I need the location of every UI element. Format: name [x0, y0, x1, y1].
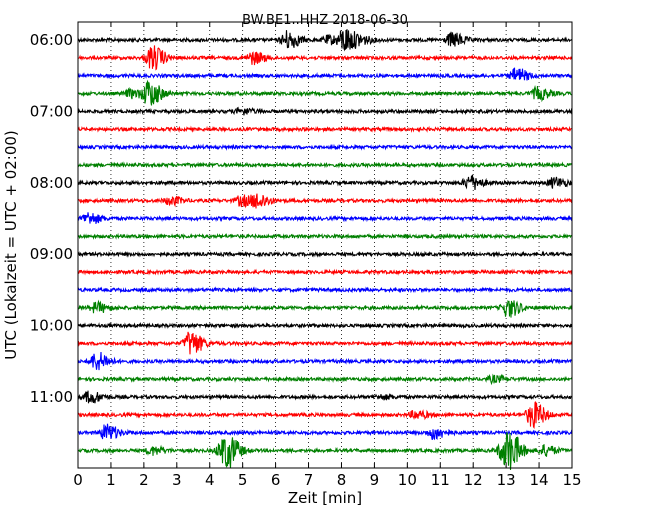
trace-0745: [77, 161, 573, 169]
x-tick-label: 14: [530, 471, 549, 489]
trace-0830: [77, 212, 573, 224]
x-tick-label: 10: [398, 471, 417, 489]
trace-1100: [77, 390, 573, 404]
trace-0615: [77, 45, 573, 71]
y-tick-label: 08:00: [30, 174, 73, 192]
x-tick-label: 2: [139, 471, 149, 489]
trace-0845: [77, 232, 573, 240]
trace-0715: [77, 125, 573, 133]
trace-0915: [77, 268, 573, 276]
trace-0700: [77, 106, 573, 116]
x-tick-label: 15: [562, 471, 581, 489]
seismic-traces: [77, 29, 573, 470]
trace-1145: [77, 432, 573, 470]
y-tick-label: 10:00: [30, 317, 73, 335]
x-tick-label: 12: [464, 471, 483, 489]
trace-0645: [77, 79, 573, 106]
chart-title: BW.BE1..HHZ 2018-06-30: [242, 13, 408, 28]
grid-lines: [110, 22, 540, 468]
x-tick-label: 13: [497, 471, 516, 489]
x-tick-label: 7: [304, 471, 314, 489]
trace-0945: [77, 299, 573, 318]
trace-1030: [77, 352, 573, 371]
x-tick-label: 1: [106, 471, 116, 489]
trace-0900: [77, 250, 573, 258]
trace-0800: [77, 174, 573, 190]
plot-frame: [77, 21, 573, 469]
x-tick-label: 4: [205, 471, 215, 489]
x-tick-label: 5: [238, 471, 248, 489]
trace-0815: [77, 193, 573, 209]
trace-1015: [77, 331, 573, 355]
trace-1000: [77, 321, 573, 330]
y-axis-label: UTC (Lokalzeit = UTC + 02:00): [2, 130, 20, 360]
y-tick-label: 07:00: [30, 102, 73, 120]
trace-0730: [77, 143, 573, 151]
x-tick-label: 8: [337, 471, 347, 489]
trace-0930: [77, 286, 573, 294]
x-tick-label: 0: [73, 471, 83, 489]
x-tick-label: 11: [431, 471, 450, 489]
trace-0600: [77, 29, 573, 52]
x-axis-label: Zeit [min]: [288, 489, 362, 507]
y-tick-label: 06:00: [30, 31, 73, 49]
x-tick-label: 6: [271, 471, 281, 489]
trace-1115: [77, 401, 573, 430]
x-axis-ticks: 0 1 2 3 4 5 6 7 8 9 10 11 12 13 14 15: [73, 22, 582, 489]
trace-0630: [77, 67, 573, 81]
trace-1045: [77, 373, 573, 386]
x-tick-label: 9: [370, 471, 380, 489]
trace-1130: [77, 423, 573, 441]
y-axis-ticks: 06:00 07:00 08:00 09:00 10:00 11:00: [30, 31, 83, 406]
x-tick-label: 3: [172, 471, 182, 489]
y-tick-label: 11:00: [30, 388, 73, 406]
y-tick-label: 09:00: [30, 245, 73, 263]
